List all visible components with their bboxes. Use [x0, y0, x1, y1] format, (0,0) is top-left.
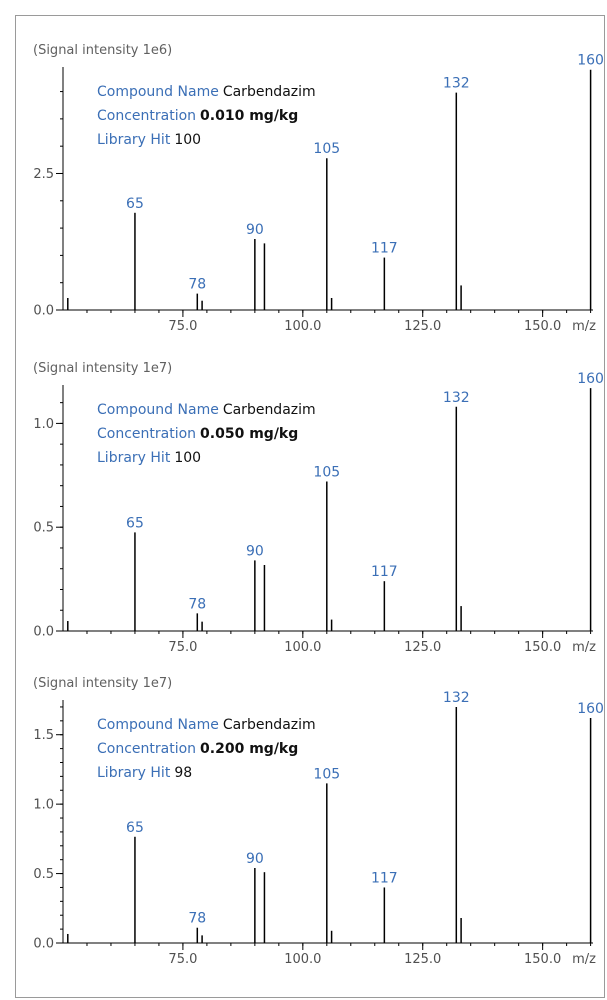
y-tick-label: 0.0 [33, 625, 54, 640]
concentration-value: 0.010 mg/kg [200, 108, 298, 124]
peak-label: 117 [371, 241, 398, 257]
library-hit-key: Library Hit [97, 765, 171, 781]
x-axis-unit: m/z [572, 952, 596, 967]
library-hit-row: Library Hit 100 [97, 132, 201, 148]
x-tick-label: 150.0 [524, 319, 561, 334]
x-tick-label: 100.0 [284, 640, 321, 655]
x-tick-label: 100.0 [284, 319, 321, 334]
y-axis-title: (Signal intensity 1e6) [33, 43, 172, 58]
peak-label: 132 [443, 690, 470, 706]
library-hit-value: 100 [174, 450, 201, 466]
peak-label: 90 [246, 851, 264, 867]
peak-label: 65 [126, 196, 144, 212]
compound-name-row: Compound Name Carbendazim [97, 717, 316, 733]
x-tick-label: 150.0 [524, 952, 561, 967]
x-tick-label: 150.0 [524, 640, 561, 655]
peak-label: 117 [371, 870, 398, 886]
peak-label: 78 [188, 911, 206, 927]
peak-label: 160 [577, 53, 604, 69]
y-tick-label: 1.0 [33, 417, 54, 432]
compound-name-key: Compound Name [97, 402, 219, 418]
compound-name-key: Compound Name [97, 717, 219, 733]
compound-name-value: Carbendazim [223, 402, 316, 418]
y-tick-label: 0.0 [33, 937, 54, 952]
x-tick-label: 125.0 [404, 319, 441, 334]
peak-label: 90 [246, 222, 264, 238]
x-axis-unit: m/z [572, 319, 596, 334]
concentration-key: Concentration [97, 108, 196, 124]
library-hit-row: Library Hit 98 [97, 765, 192, 781]
compound-name-row: Compound Name Carbendazim [97, 84, 316, 100]
peak-label: 105 [313, 141, 340, 157]
x-tick-label: 75.0 [168, 952, 197, 967]
x-axis-unit: m/z [572, 640, 596, 655]
concentration-row: Concentration 0.010 mg/kg [97, 108, 298, 124]
x-tick-label: 125.0 [404, 640, 441, 655]
compound-name-value: Carbendazim [223, 717, 316, 733]
library-hit-key: Library Hit [97, 132, 171, 148]
x-tick-label: 100.0 [284, 952, 321, 967]
y-tick-label: 0.5 [33, 521, 54, 536]
concentration-value: 0.200 mg/kg [200, 741, 298, 757]
x-tick-label: 75.0 [168, 319, 197, 334]
x-tick-label: 75.0 [168, 640, 197, 655]
y-tick-label: 0.5 [33, 867, 54, 882]
x-tick-label: 125.0 [404, 952, 441, 967]
library-hit-value: 98 [174, 765, 192, 781]
y-axis-title: (Signal intensity 1e7) [33, 361, 172, 376]
peak-label: 160 [577, 371, 604, 387]
compound-name-value: Carbendazim [223, 84, 316, 100]
peak-label: 65 [126, 515, 144, 531]
concentration-key: Concentration [97, 426, 196, 442]
y-axis-title: (Signal intensity 1e7) [33, 676, 172, 691]
y-tick-label: 2.5 [33, 167, 54, 182]
chart-frame [15, 15, 605, 998]
peak-label: 105 [313, 465, 340, 481]
peak-label: 105 [313, 766, 340, 782]
peak-label: 117 [371, 564, 398, 580]
concentration-value: 0.050 mg/kg [200, 426, 298, 442]
compound-name-key: Compound Name [97, 84, 219, 100]
peak-label: 65 [126, 820, 144, 836]
y-tick-label: 0.0 [33, 304, 54, 319]
y-tick-label: 1.5 [33, 728, 54, 743]
concentration-key: Concentration [97, 741, 196, 757]
concentration-row: Concentration 0.050 mg/kg [97, 426, 298, 442]
peak-label: 90 [246, 543, 264, 559]
peak-label: 78 [188, 277, 206, 293]
y-tick-label: 1.0 [33, 798, 54, 813]
concentration-row: Concentration 0.200 mg/kg [97, 741, 298, 757]
library-hit-key: Library Hit [97, 450, 171, 466]
peak-label: 132 [443, 390, 470, 406]
peak-label: 132 [443, 76, 470, 92]
peak-label: 160 [577, 701, 604, 717]
compound-name-row: Compound Name Carbendazim [97, 402, 316, 418]
peak-label: 78 [188, 596, 206, 612]
library-hit-value: 100 [174, 132, 201, 148]
library-hit-row: Library Hit 100 [97, 450, 201, 466]
